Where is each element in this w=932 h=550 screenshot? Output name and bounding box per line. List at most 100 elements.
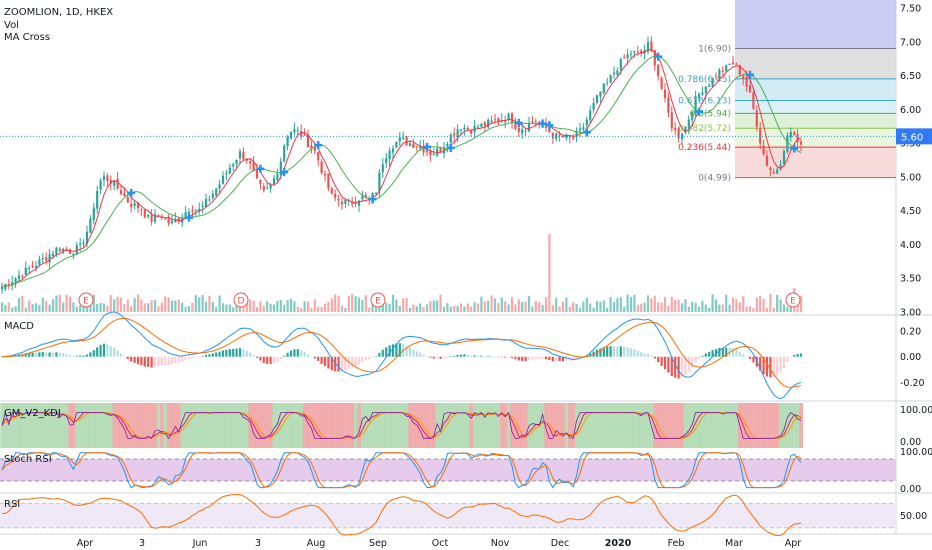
volume-bar [68, 296, 72, 312]
candle-body [187, 211, 191, 214]
kdj-band [245, 403, 249, 448]
kdj-band [187, 403, 191, 448]
kdj-band [693, 403, 698, 448]
macd-histogram-bar [347, 356, 350, 369]
macd-histogram-bar [143, 356, 146, 367]
kdj-band [221, 403, 225, 448]
kdj-band [153, 403, 157, 448]
macd-histogram-bar [694, 356, 697, 363]
candle-body [269, 184, 272, 189]
macd-histogram-bar [126, 356, 129, 360]
kdj-band [163, 403, 168, 448]
volume-bar [582, 301, 585, 312]
kdj-band [673, 403, 678, 448]
volume-bar [313, 299, 316, 312]
candle-body [704, 86, 707, 94]
time-axis-tick: Apr [785, 538, 802, 549]
volume-bar [476, 303, 480, 312]
macd-histogram-bar [296, 349, 299, 357]
candle-body [582, 127, 585, 130]
kdj-band [792, 403, 797, 448]
macd-histogram-bar [759, 356, 762, 371]
volume-bar [742, 296, 745, 312]
candle-body [728, 63, 731, 65]
volume-bar [487, 300, 490, 312]
volume-bar [544, 297, 548, 312]
candle-body [463, 127, 466, 130]
candle-body [578, 128, 582, 131]
volume-bar [45, 301, 48, 312]
volume-bar [116, 296, 119, 312]
time-axis-tick: Dec [551, 538, 569, 549]
volume-bar [255, 307, 259, 312]
macd-histogram-bar [612, 346, 616, 357]
time-axis-tick: 3 [139, 538, 145, 549]
kdj-band [58, 403, 62, 448]
volume-bar [422, 307, 425, 312]
candle-body [619, 58, 622, 71]
volume-bar [133, 298, 136, 312]
candle-body [174, 219, 177, 223]
candle-body [96, 191, 99, 209]
macd-histogram-bar [242, 349, 245, 357]
macd-histogram-bar [538, 356, 541, 359]
macd-histogram-bar [252, 355, 255, 357]
macd-histogram-bar [303, 351, 306, 357]
ma-fast-line [1, 49, 802, 288]
rsi-panel [0, 493, 896, 537]
macd-histogram-bar [762, 356, 765, 375]
kdj-band [7, 403, 11, 448]
candle-body [92, 207, 95, 220]
kdj-band [578, 403, 582, 448]
candle-body [41, 258, 44, 260]
earnings-marker [233, 292, 249, 308]
candle-body [238, 151, 242, 159]
macd-histogram-bar [602, 347, 605, 357]
kdj-band [24, 403, 28, 448]
macd-histogram-bar [62, 353, 65, 357]
candle-body [157, 215, 160, 217]
macd-histogram-bar [449, 356, 452, 358]
macd-histogram-bar [317, 356, 320, 361]
volume-bar [514, 304, 517, 312]
macd-histogram-bar [147, 356, 150, 367]
candle-body [592, 103, 595, 110]
candle-body [334, 193, 337, 198]
volume-bar [177, 299, 180, 312]
macd-axis-tick: 0.20 [900, 326, 921, 337]
kdj-band [622, 403, 627, 448]
rsi-band [0, 503, 896, 528]
candle-body [640, 50, 643, 54]
kdj-band [156, 403, 161, 448]
fib-level-label: 1(6.90) [698, 45, 731, 55]
macd-histogram-bar [412, 349, 415, 357]
macd-histogram-bar [504, 356, 507, 358]
macd-histogram-bar [786, 356, 789, 363]
volume-bar [402, 298, 405, 312]
ma-cross-marker [538, 119, 547, 128]
macd-histogram-bar [776, 356, 779, 376]
kdj-band [309, 403, 314, 448]
macd-histogram-bar [514, 356, 517, 360]
candle-body [198, 208, 201, 211]
volume-bar [612, 301, 616, 312]
volume-bar [650, 298, 653, 312]
volume-bar [11, 307, 14, 312]
candle-body [657, 64, 660, 77]
kdj-band [574, 403, 579, 448]
candle-body [378, 172, 381, 192]
volume-bar [551, 305, 554, 312]
macd-histogram-bar [439, 356, 442, 359]
volume-bar [538, 302, 541, 312]
kdj-band [438, 403, 443, 448]
candle-body [670, 112, 673, 129]
kdj-band [544, 403, 548, 448]
candle-body [507, 113, 510, 121]
kdj-band [564, 403, 569, 448]
macd-histogram-bar [687, 356, 690, 372]
candle-body [490, 120, 493, 122]
candle-body [170, 220, 174, 223]
volume-bar [357, 297, 361, 312]
candle-body [354, 202, 357, 204]
